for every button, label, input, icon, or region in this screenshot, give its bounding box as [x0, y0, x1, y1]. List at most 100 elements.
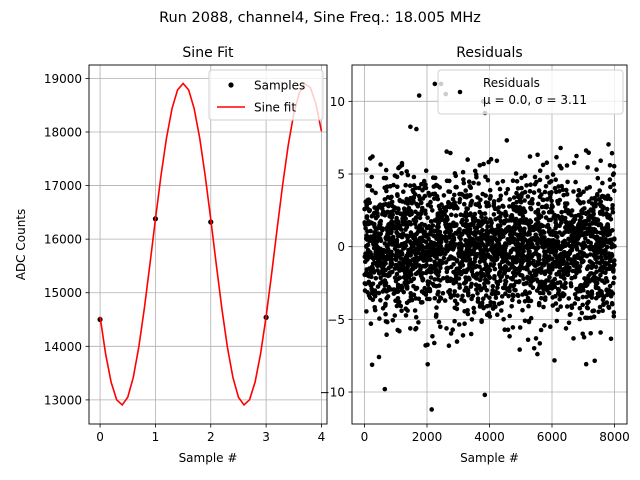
residual-point [464, 206, 469, 211]
residual-point [557, 280, 563, 285]
residual-point [579, 250, 585, 256]
residual-point [474, 225, 480, 231]
residual-point [369, 286, 375, 292]
residual-point [385, 195, 391, 200]
residual-point [571, 336, 576, 341]
residual-point [493, 295, 499, 301]
residual-point [469, 296, 474, 302]
residual-point [606, 288, 612, 293]
residual-point [423, 239, 429, 245]
plot-area [97, 82, 323, 407]
residual-point [376, 354, 382, 360]
residual-point [553, 226, 558, 231]
residual-point [531, 258, 536, 264]
residual-point [416, 185, 422, 191]
residual-point [598, 272, 603, 278]
residual-point [564, 192, 570, 197]
residual-point [479, 318, 484, 323]
residual-point [466, 293, 471, 298]
residual-point [545, 174, 550, 180]
residual-point [457, 282, 462, 288]
residual-point [451, 222, 457, 227]
residual-point [507, 334, 512, 339]
residual-point [589, 264, 595, 270]
residual-point [421, 258, 427, 263]
residual-point [510, 292, 516, 298]
residual-point [517, 225, 523, 230]
residual-point [436, 203, 442, 209]
residual-point [524, 183, 529, 188]
residual-point [400, 241, 406, 247]
residual-point [477, 277, 483, 283]
y-tick-label: 18000 [44, 125, 82, 139]
residual-point [436, 298, 442, 304]
residual-point [600, 180, 605, 186]
residual-point [569, 208, 575, 213]
residual-point [369, 214, 375, 219]
residual-point [520, 214, 526, 219]
residual-point [458, 231, 464, 236]
residual-point [365, 273, 371, 279]
residual-point [441, 255, 447, 261]
residual-point [434, 236, 440, 241]
residual-point [570, 268, 576, 274]
residual-point [558, 274, 564, 279]
residual-point [493, 251, 498, 257]
residual-point [397, 197, 403, 203]
residual-point [553, 177, 558, 182]
residual-point [499, 308, 504, 313]
residual-point [375, 260, 381, 265]
residual-point [574, 245, 579, 250]
residual-point [520, 240, 525, 246]
residual-point [531, 346, 537, 351]
residual-point [595, 192, 600, 197]
residual-point [505, 225, 511, 230]
residual-point [566, 320, 572, 326]
residual-point [392, 246, 398, 251]
residual-point [489, 229, 494, 234]
residual-point [386, 265, 392, 271]
residual-point [610, 203, 615, 208]
panel-title: Sine Fit [182, 45, 234, 61]
residual-point [587, 244, 592, 250]
residual-point [608, 184, 613, 190]
residual-point [520, 292, 525, 297]
residual-point [388, 210, 394, 216]
residual-point [564, 163, 570, 168]
residual-point [500, 259, 505, 265]
residual-point [402, 212, 407, 218]
residual-point [509, 218, 514, 223]
plot-area [362, 81, 617, 412]
residual-point [462, 321, 467, 327]
residual-point [494, 158, 500, 164]
residual-point [563, 220, 569, 225]
residual-point [403, 313, 409, 318]
residual-point [591, 271, 597, 277]
residual-point [544, 160, 550, 165]
residual-point [469, 317, 475, 322]
legend: Residuals μ = 0.0, σ = 3.11 [437, 69, 624, 115]
residual-point [542, 235, 547, 240]
residual-point [465, 157, 471, 162]
residual-point [463, 238, 468, 243]
residual-point [420, 205, 425, 211]
residual-point [428, 219, 434, 224]
residual-point [376, 290, 382, 296]
residual-point [497, 186, 503, 192]
residual-point [452, 171, 458, 176]
residual-point [383, 311, 388, 317]
residual-point [369, 174, 375, 180]
residual-point [424, 296, 430, 302]
residual-point [506, 293, 511, 299]
residual-point [490, 306, 496, 311]
residual-point [552, 212, 557, 218]
residual-point [363, 226, 368, 231]
residual-point [583, 221, 589, 227]
residual-point [600, 243, 605, 248]
residual-point [451, 292, 457, 298]
residual-point [374, 239, 380, 244]
residual-point [539, 192, 544, 197]
residual-point [362, 206, 367, 212]
residual-point [420, 196, 426, 201]
residual-point [386, 203, 391, 209]
